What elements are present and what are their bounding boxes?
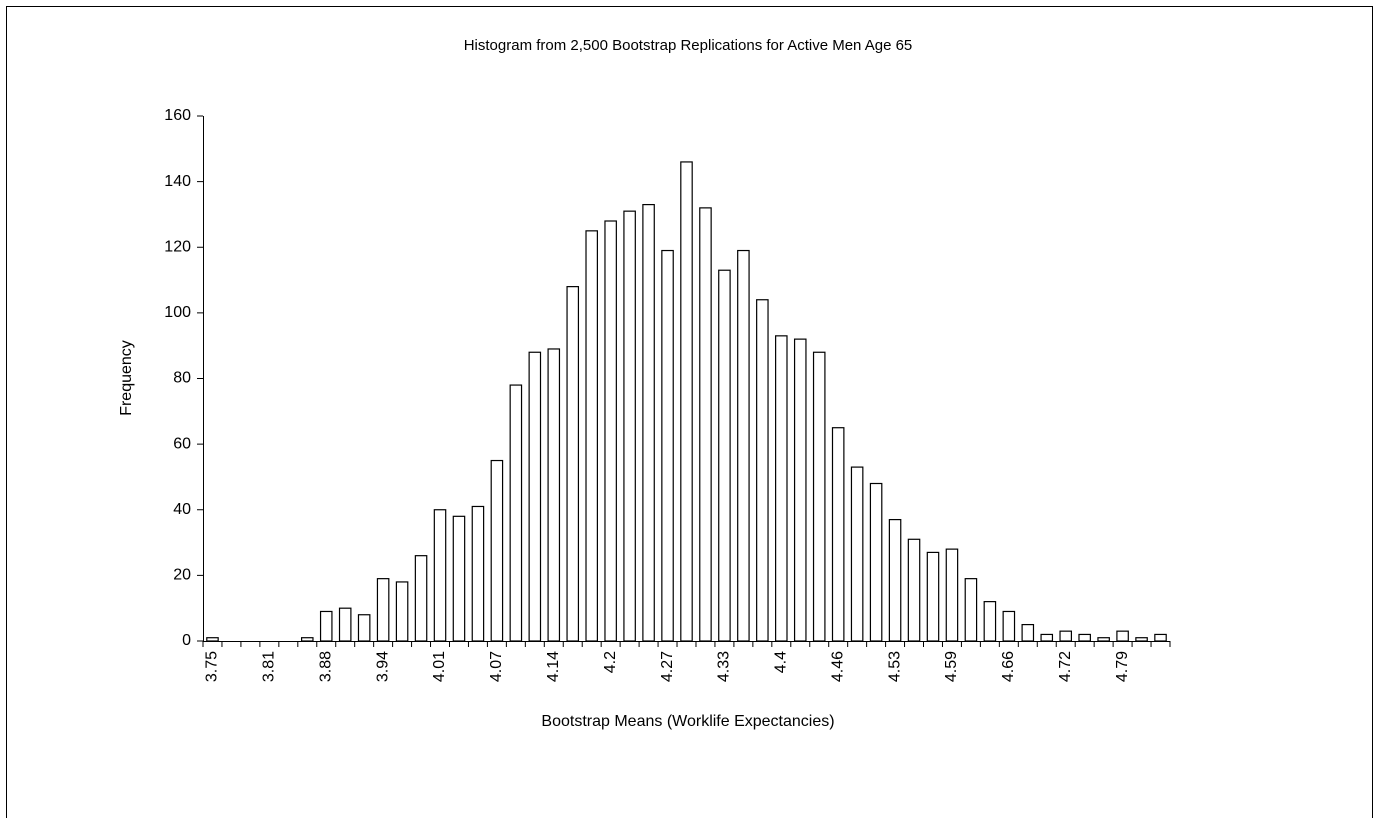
bar: [907, 538, 921, 642]
bar: [623, 210, 636, 642]
bar: [206, 637, 219, 642]
bar: [1154, 633, 1167, 642]
y-tick-label: 160: [164, 107, 191, 124]
bar: [775, 335, 788, 642]
bar: [300, 637, 314, 642]
y-tick-label: 100: [164, 304, 191, 321]
bar: [831, 427, 845, 642]
bar: [1059, 630, 1073, 642]
chart-title: Histogram from 2,500 Bootstrap Replicati…: [464, 37, 913, 54]
bar: [414, 555, 428, 642]
bar: [812, 351, 826, 642]
y-tick-label: 120: [164, 238, 191, 255]
bar: [1097, 637, 1110, 642]
bar: [718, 269, 731, 642]
x-tick-label: 3.88: [317, 651, 334, 682]
bar: [1078, 633, 1091, 642]
bar: [338, 607, 352, 642]
y-tick-label: 20: [173, 567, 191, 584]
x-tick-label: 4.72: [1057, 651, 1074, 682]
bar: [604, 220, 617, 642]
x-tick-label: 4.53: [886, 651, 903, 682]
bar: [433, 509, 447, 642]
bar: [585, 230, 598, 642]
x-tick-label: 4.2: [602, 651, 619, 673]
bar: [869, 482, 883, 642]
bar: [793, 338, 807, 642]
bar: [528, 351, 542, 642]
bar: [547, 348, 561, 642]
bar: [737, 249, 750, 642]
x-tick-label: 4.66: [1000, 651, 1017, 682]
x-tick-label: 4.33: [716, 651, 733, 682]
y-tick-label: 60: [173, 435, 191, 452]
x-tick-label: 4.46: [829, 651, 846, 682]
bar: [1002, 610, 1016, 642]
y-tick-label: 0: [182, 632, 191, 649]
x-tick-label: 4.59: [943, 651, 960, 682]
bar: [1116, 630, 1129, 642]
bar: [888, 518, 902, 642]
y-tick-label: 140: [164, 173, 191, 190]
y-tick-label: 40: [173, 501, 191, 518]
x-tick-label: 4.01: [431, 651, 448, 682]
bar: [509, 384, 523, 642]
x-tick-label: 4.4: [773, 651, 790, 673]
x-tick-label: 4.07: [488, 651, 505, 682]
bar: [699, 207, 712, 642]
y-axis-title: Frequency: [118, 340, 135, 416]
bar: [850, 466, 864, 642]
bar: [452, 515, 466, 642]
x-tick-label: 3.81: [261, 651, 278, 682]
x-tick-label: 4.79: [1114, 651, 1131, 682]
x-tick-label: 3.94: [374, 651, 391, 682]
bar: [1135, 637, 1148, 642]
bar: [926, 551, 940, 642]
x-tick-label: 3.75: [204, 651, 221, 682]
x-axis-title: Bootstrap Means (Worklife Expectancies): [541, 713, 834, 730]
bar: [661, 249, 674, 642]
bar: [357, 614, 371, 642]
y-tick-label: 80: [173, 370, 191, 387]
bar: [471, 505, 485, 642]
bar: [642, 203, 655, 642]
bar: [395, 581, 409, 642]
x-tick-label: 4.14: [545, 651, 562, 682]
bar: [319, 610, 333, 642]
bar: [945, 548, 959, 642]
bar: [756, 299, 769, 642]
bar: [1021, 623, 1035, 642]
bar: [376, 578, 390, 642]
bar: [566, 286, 580, 642]
bar: [490, 459, 504, 642]
bar: [983, 601, 997, 642]
bar: [1040, 633, 1054, 642]
bar: [680, 161, 693, 642]
x-tick-label: 4.27: [659, 651, 676, 682]
bar: [964, 578, 978, 642]
